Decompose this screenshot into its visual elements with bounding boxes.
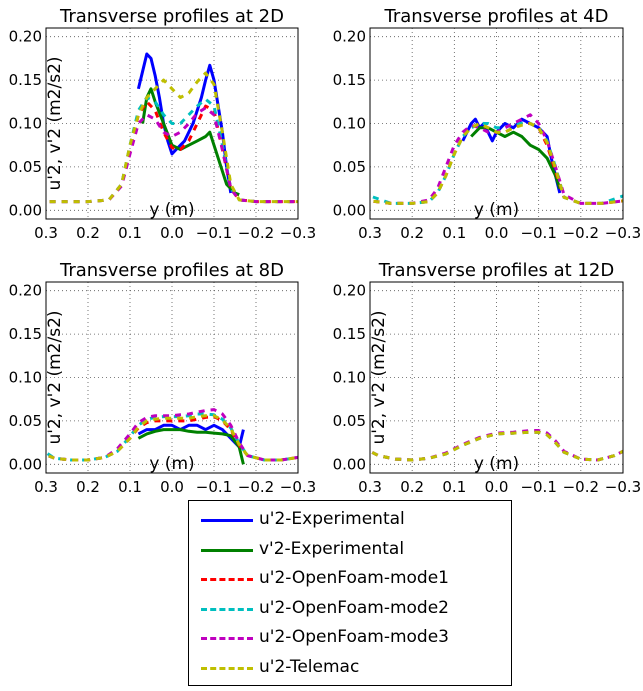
y-tick-label: 0.15 [9,325,42,343]
x-tick-label: −0.2 [563,224,599,242]
chart-title: Transverse profiles at 2D [59,6,284,27]
chart-title: Transverse profiles at 8D [59,260,284,281]
legend-label: u'2-OpenFoam-mode3 [259,627,449,647]
x-axis-label: y (m) [474,454,519,474]
x-tick-label: −0.3 [280,224,316,242]
axes-frame [45,27,299,220]
x-tick-label: 0.2 [76,224,100,242]
y-tick-label: 0.15 [9,71,42,89]
series-line-u-2-telemac [370,122,623,205]
legend: u'2-Experimental v'2-Experimental u'2-Open… [188,500,512,686]
panel-4: 0.3 0.2 0.1 0.0 −0.1 −0.2 −0.3 0.00 0.05 0.10 0.15… [333,260,642,496]
x-tick-label: −0.1 [520,224,556,242]
x-tick-label: −0.1 [196,224,232,242]
plot-area [370,28,623,219]
legend-swatch [201,548,253,552]
y-tick-label: 0.05 [333,158,366,176]
panel-1: 0.3 0.2 0.1 0.0 −0.1 −0.2 −0.3 0.00 0.05 0.10 0.15… [9,6,317,242]
y-tick-label: 0.05 [9,412,42,430]
axes-frame [369,281,624,474]
x-tick-label: −0.1 [520,478,556,496]
y-tick-label: 0.20 [333,282,366,300]
series-line-u-2-telemac [370,430,623,462]
x-tick-label: 0.3 [34,224,58,242]
y-tick-label: 0.05 [333,412,366,430]
x-tick-label: −0.3 [280,478,316,496]
x-tick-label: 0.1 [442,478,466,496]
x-axis-label: y (m) [474,200,519,220]
x-tick-label: 0.1 [118,224,142,242]
plot-area [370,282,623,473]
x-tick-label: 0.3 [358,224,382,242]
series-line-u-2-openfoam-mode3 [46,106,298,204]
legend-swatch [201,607,253,611]
x-tick-label: −0.2 [563,478,599,496]
y-tick-label: 0.15 [333,71,366,89]
legend-item: u'2-OpenFoam-mode2 [189,596,511,624]
y-axis-label: u'2, v'2 (m2/s2) [369,310,389,444]
legend-item: u'2-OpenFoam-mode3 [189,625,511,653]
legend-item: u'2-Telemac [189,655,511,683]
y-tick-label: 0.00 [9,455,42,473]
x-tick-label: −0.3 [605,224,641,242]
x-tick-label: 0.1 [118,478,142,496]
legend-swatch [201,637,253,640]
panel-3: 0.3 0.2 0.1 0.0 −0.1 −0.2 −0.3 0.00 0.05 0.10 0.15… [9,260,317,496]
y-tick-label: 0.05 [9,158,42,176]
x-tick-label: 0.2 [76,478,100,496]
legend-item: v'2-Experimental [189,537,511,565]
x-tick-label: −0.1 [196,478,232,496]
axes-frame [45,281,299,474]
chart-title: Transverse profiles at 12D [378,260,614,281]
x-tick-label: 0.3 [34,478,58,496]
series-line-u-2-telemac [46,71,298,204]
x-tick-label: 0.0 [160,224,184,242]
plot-area [46,282,298,473]
legend-item: u'2-Experimental [189,507,511,535]
panel-2: 0.3 0.2 0.1 0.0 −0.1 −0.2 −0.3 0.00 0.05 0.10 0.15… [333,6,642,242]
legend-label: u'2-OpenFoam-mode1 [259,568,449,588]
series-line-v-2-experimental [137,428,245,465]
legend-label: u'2-OpenFoam-mode2 [259,597,449,618]
y-tick-label: 0.10 [9,369,42,387]
y-tick-label: 0.20 [9,28,42,46]
y-tick-label: 0.10 [333,115,366,133]
y-tick-label: 0.00 [9,201,42,219]
x-tick-label: 0.0 [485,478,509,496]
x-tick-label: 0.3 [358,478,382,496]
x-tick-label: −0.3 [605,478,641,496]
axes-frame [369,27,624,220]
y-tick-label: 0.15 [333,325,366,343]
y-axis-label: u'2, v'2 (m2/s2) [45,56,65,190]
y-tick-label: 0.00 [333,455,366,473]
legend-item: u'2-OpenFoam-mode1 [189,566,511,594]
x-tick-label: −0.2 [238,224,274,242]
x-tick-label: 0.2 [400,478,424,496]
x-tick-label: 0.0 [485,224,509,242]
legend-swatch [201,578,253,581]
x-tick-label: −0.2 [238,478,274,496]
series-line-u-2-openfoam-mode3 [46,408,298,462]
series-line-v-2-experimental [141,87,240,197]
x-tick-label: 0.2 [400,224,424,242]
x-axis-label: y (m) [149,454,194,474]
x-tick-label: 0.1 [442,224,466,242]
y-axis-label: u'2, v'2 (m2/s2) [45,310,65,444]
x-tick-label: 0.0 [160,478,184,496]
legend-label: u'2-Experimental [259,509,405,529]
y-tick-label: 0.10 [9,115,42,133]
y-tick-label: 0.20 [333,28,366,46]
y-tick-label: 0.10 [333,369,366,387]
y-tick-label: 0.20 [9,282,42,300]
series-line-u-2-telemac [46,414,298,462]
legend-label: u'2-Telemac [259,656,360,677]
legend-swatch [201,519,253,522]
chart-title: Transverse profiles at 4D [384,6,609,27]
y-tick-label: 0.00 [333,201,366,219]
x-axis-label: y (m) [149,200,194,220]
legend-label: v'2-Experimental [259,538,405,559]
legend-swatch [201,666,253,670]
